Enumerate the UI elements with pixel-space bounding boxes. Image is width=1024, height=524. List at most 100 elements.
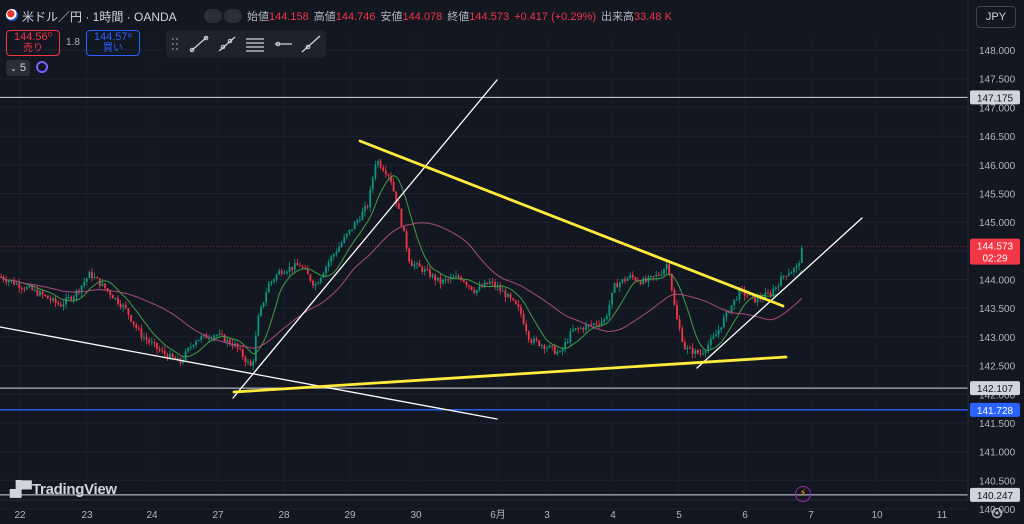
descending-support-line[interactable] xyxy=(0,326,498,420)
gear-icon[interactable] xyxy=(990,506,1004,520)
candle-body xyxy=(343,237,346,243)
currency-button[interactable]: JPY xyxy=(976,6,1016,28)
candle-body xyxy=(434,274,437,281)
horizontal-ray-tool-icon[interactable] xyxy=(272,34,294,54)
candle-body xyxy=(790,272,793,274)
price-tick-label: 142.000 xyxy=(979,390,1016,401)
candle-body xyxy=(254,335,257,362)
tradingview-logo[interactable]: ▟▀TradingView xyxy=(10,480,117,498)
candle-body xyxy=(676,304,678,320)
sell-button[interactable]: 144.56⁰ 売り xyxy=(6,30,60,56)
drawing-toolbar xyxy=(166,30,326,58)
tradingview-mark-icon: ▟▀ xyxy=(10,481,32,498)
candle-body xyxy=(462,280,465,283)
ray-tool-icon[interactable] xyxy=(216,34,238,54)
candle-body xyxy=(312,280,314,286)
candle-body xyxy=(267,283,270,293)
candle-body xyxy=(408,248,411,262)
candle-body xyxy=(486,282,489,285)
candle-body xyxy=(392,182,395,192)
drawn-trendlines[interactable] xyxy=(0,79,863,420)
price-tick-label: 146.500 xyxy=(979,132,1016,143)
candle-body xyxy=(512,298,515,301)
candle-body xyxy=(501,290,504,292)
candle-body xyxy=(70,297,73,301)
candle-body xyxy=(163,350,166,355)
candle-body xyxy=(670,273,673,290)
candle-body xyxy=(444,279,447,281)
candle-body xyxy=(176,358,179,360)
triangle-upper-trendline[interactable] xyxy=(358,139,785,308)
candle-body xyxy=(694,350,697,354)
candle-body xyxy=(499,286,502,291)
candle-body xyxy=(18,283,21,288)
candle-body xyxy=(598,324,600,326)
price-tick-label: 141.000 xyxy=(979,448,1016,459)
candle-body xyxy=(629,274,632,279)
candle-body xyxy=(26,287,28,290)
symbol-title[interactable]: 米ドル／円 · 1時間 · OANDA xyxy=(22,10,177,24)
candle-body xyxy=(754,295,756,303)
candle-body xyxy=(309,274,312,281)
candle-body xyxy=(447,279,450,281)
drag-handle-icon[interactable] xyxy=(170,34,180,54)
short-term-ascending-ray[interactable] xyxy=(696,217,863,369)
candle-body xyxy=(553,346,556,355)
candle-body xyxy=(452,277,455,279)
candle-body xyxy=(699,353,702,355)
candle-body xyxy=(748,294,751,296)
candle-body xyxy=(707,344,710,351)
candle-body xyxy=(574,328,577,330)
candle-body xyxy=(156,343,158,350)
candle-body xyxy=(387,174,390,176)
candle-body xyxy=(465,282,468,286)
candle-body xyxy=(769,292,772,296)
price-tick-label: 146.000 xyxy=(979,161,1016,172)
candle-body xyxy=(187,347,190,352)
candle-body xyxy=(293,263,296,270)
current-price-label: 144.573 xyxy=(977,242,1014,253)
horizontal-levels[interactable] xyxy=(0,96,968,496)
parallel-channel-tool-icon[interactable] xyxy=(244,34,266,54)
candle-body xyxy=(668,264,671,274)
visibility-toggle-icon[interactable] xyxy=(204,9,222,23)
candle-body xyxy=(795,266,798,269)
time-axis[interactable]: 22 23 24 27 28 29 30 6月 3 4 5 6 7 10 11 xyxy=(0,499,968,521)
candle-body xyxy=(299,265,301,267)
candle-body xyxy=(746,295,749,297)
candle-body xyxy=(314,283,317,286)
time-tick-label: 30 xyxy=(410,510,422,521)
candle-body xyxy=(733,299,736,306)
candle-body xyxy=(52,298,54,301)
buy-price: 144.57⁸ xyxy=(93,31,133,43)
candle-body xyxy=(273,279,275,282)
candle-body xyxy=(470,286,473,290)
triangle-lower-trendline[interactable] xyxy=(232,355,788,394)
level-price-tag xyxy=(970,90,1020,105)
candle-body xyxy=(101,283,104,287)
extended-line-tool-icon[interactable] xyxy=(300,34,322,54)
compare-icon[interactable] xyxy=(224,9,242,23)
candle-body xyxy=(366,206,369,208)
price-tick-label: 143.500 xyxy=(979,304,1016,315)
candle-body xyxy=(525,324,528,332)
candle-body xyxy=(774,287,777,290)
moving-averages xyxy=(0,174,803,358)
buy-button[interactable]: 144.57⁸ 買い xyxy=(86,30,140,56)
indicator-toggle[interactable]: ⌄ 5 xyxy=(6,60,30,76)
candle-body xyxy=(603,319,606,322)
candle-body xyxy=(358,220,361,222)
trend-line-tool-icon[interactable] xyxy=(188,34,210,54)
ascending-trend-ray[interactable] xyxy=(232,79,498,399)
candle-body xyxy=(522,314,525,325)
candle-body xyxy=(696,350,699,354)
candle-body xyxy=(439,277,442,284)
alert-bolt-icon[interactable]: ⚡ xyxy=(795,486,811,502)
indicator-icon[interactable] xyxy=(36,61,48,73)
time-tick-label: 28 xyxy=(278,510,290,521)
candle-body xyxy=(106,288,109,291)
price-axis[interactable]: 148.000 147.500 147.000 146.500 146.000 145.5… xyxy=(967,0,1024,524)
candle-body xyxy=(119,303,122,308)
